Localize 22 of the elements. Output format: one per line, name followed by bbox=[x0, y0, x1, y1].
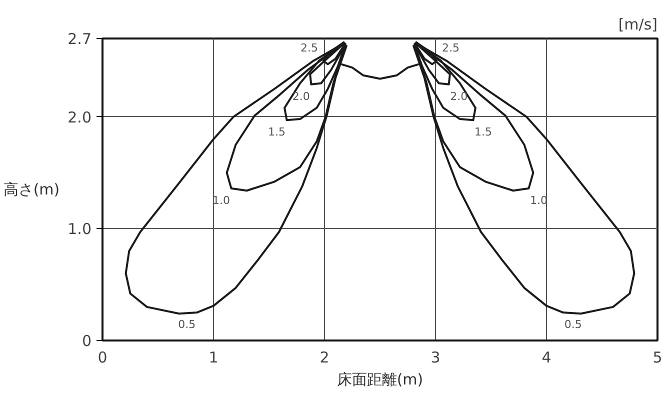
annotation: 1.5 bbox=[268, 126, 286, 139]
x-axis-title: 床面距離(m) bbox=[336, 370, 424, 388]
text: [m/s] bbox=[618, 16, 658, 34]
annotation: 1.5 bbox=[474, 126, 492, 139]
annotation: 1.0 bbox=[212, 194, 230, 207]
annotation: 2.0 bbox=[450, 90, 468, 103]
annotation: 0.5 bbox=[178, 318, 196, 332]
annotation: 0.5 bbox=[564, 318, 582, 332]
y-tick-label: 2.0 bbox=[68, 108, 92, 126]
y-tick-label: 0 bbox=[82, 332, 92, 350]
annotation: 2.5 bbox=[300, 41, 318, 54]
y-tick-label: 2.7 bbox=[68, 30, 92, 48]
x-tick-label: 3 bbox=[430, 348, 440, 366]
x-tick-label: 4 bbox=[542, 348, 552, 366]
x-tick-label: 1 bbox=[208, 348, 218, 366]
x-tick-label: 0 bbox=[98, 348, 108, 366]
y-axis-title: 高さ(m) bbox=[3, 180, 60, 198]
x-tick-label: 2 bbox=[320, 348, 330, 366]
annotation: 2.5 bbox=[442, 41, 460, 54]
annotation: 2.0 bbox=[292, 90, 310, 103]
y-tick-label: 1.0 bbox=[68, 220, 92, 238]
x-tick-label: 5 bbox=[652, 348, 662, 366]
